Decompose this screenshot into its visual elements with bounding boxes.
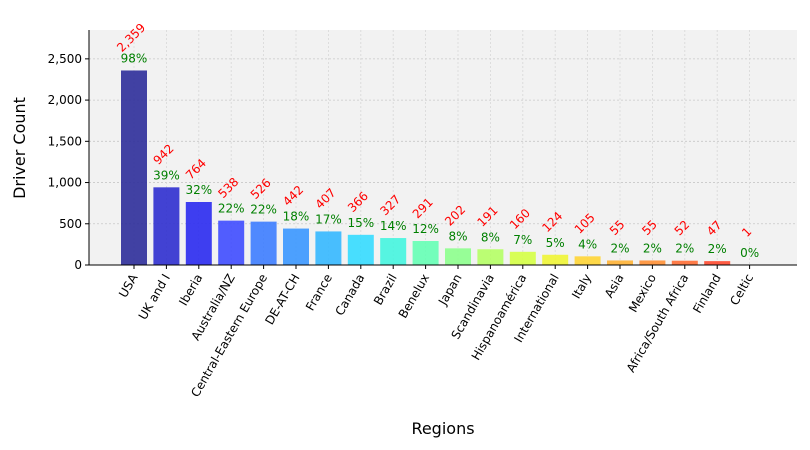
x-tick-label: Celtic	[727, 272, 756, 308]
bar	[639, 260, 666, 265]
bar	[574, 256, 601, 265]
percent-label: 12%	[412, 222, 439, 236]
percent-label: 8%	[448, 229, 467, 243]
percent-labels: 98% 39% 32% 22% 22% 18% 17% 15% 14% 12% 8% 8% 7% 5% 4%…	[121, 51, 759, 259]
x-tick-label: UK and I	[136, 272, 173, 323]
x-tick-label: Finland	[690, 272, 724, 316]
percent-label: 4%	[578, 237, 597, 251]
percent-label: 2%	[675, 242, 694, 256]
bar	[283, 228, 309, 265]
y-tick-label: 2,500	[48, 52, 82, 66]
percent-label: 8%	[481, 230, 500, 244]
y-tick-label: 2,000	[48, 93, 82, 107]
percent-label: 22%	[250, 203, 277, 217]
y-axis-title: Driver Count	[10, 97, 29, 199]
bar	[218, 220, 245, 265]
percent-label: 2%	[643, 241, 662, 255]
bar	[185, 202, 212, 265]
y-tick-label: 500	[59, 217, 82, 231]
x-tick-label: Japan	[435, 272, 464, 309]
bar	[477, 249, 504, 265]
x-tick-label: Canada	[332, 272, 367, 319]
percent-label: 5%	[546, 236, 565, 250]
percent-label: 39%	[153, 168, 180, 182]
y-tick-label: 1,000	[48, 176, 82, 190]
percent-label: 17%	[315, 212, 342, 226]
x-tick-label: Mexico	[626, 272, 659, 315]
percent-label: 15%	[347, 216, 374, 230]
bar	[704, 261, 731, 265]
percent-label: 7%	[513, 233, 532, 247]
percent-label: 32%	[185, 183, 212, 197]
x-axis-title: Regions	[411, 419, 474, 438]
percent-label: 14%	[380, 219, 407, 233]
y-axis-ticks: 0 500 1,000 1,500 2,000 2,500	[48, 52, 89, 272]
bar	[542, 254, 569, 265]
x-tick-label: Asia	[602, 272, 627, 301]
percent-label: 2%	[610, 241, 629, 255]
y-tick-label: 0	[74, 258, 82, 272]
bar	[153, 187, 180, 265]
bars	[121, 70, 763, 265]
x-tick-label: Italy	[569, 272, 594, 302]
percent-label: 0%	[740, 246, 759, 260]
x-tick-label: Africa/South Africa	[624, 272, 692, 375]
bar	[380, 238, 407, 265]
percent-label: 18%	[283, 210, 310, 224]
percent-label: 98%	[121, 51, 148, 65]
y-tick-label: 1,500	[48, 134, 82, 148]
x-tick-label: France	[303, 272, 335, 314]
bar	[607, 260, 633, 265]
bar	[250, 221, 277, 265]
bar	[445, 248, 471, 265]
percent-label: 2%	[708, 242, 727, 256]
x-tick-label: Benelux	[396, 272, 432, 321]
bar	[121, 70, 147, 265]
bar	[509, 251, 536, 265]
x-tick-label: Iberia	[176, 272, 205, 309]
bar	[315, 231, 342, 265]
bar	[671, 260, 698, 265]
percent-label: 22%	[218, 202, 245, 216]
bar	[412, 241, 439, 265]
x-tick-label: USA	[116, 271, 141, 300]
x-tick-label: Brazil	[371, 272, 400, 308]
grid-lines	[89, 30, 797, 265]
bar	[347, 234, 374, 265]
